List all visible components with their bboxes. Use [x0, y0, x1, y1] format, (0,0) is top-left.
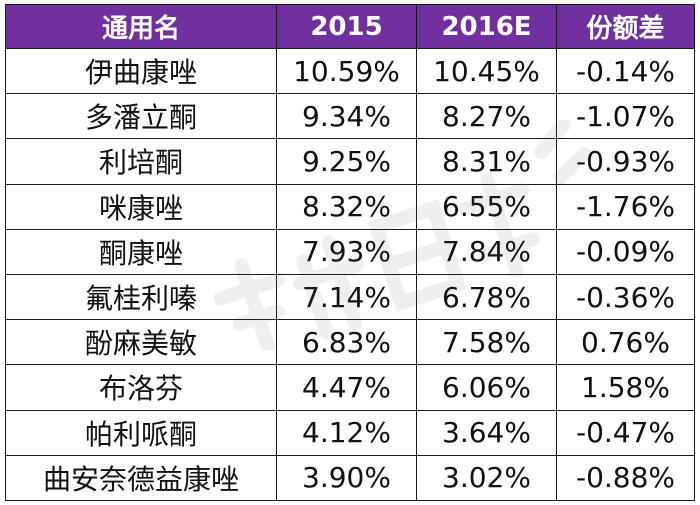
table-row: 帕利哌酮 4.12% 3.64% -0.47% [5, 409, 695, 456]
table-row: 曲安奈德益康唑 3.90% 3.02% -0.88% [5, 454, 695, 502]
cell-2016e: 3.02% [416, 454, 557, 502]
header-row: 通用名 2015 2016E 份额差 [5, 4, 695, 49]
market-share-table: 通用名 2015 2016E 份额差 伊曲康唑 10.59% 10.45% -0… [5, 4, 695, 502]
table-header: 通用名 2015 2016E 份额差 [5, 4, 695, 49]
cell-share-diff: -0.14% [556, 47, 695, 95]
cell-share-diff: -0.93% [556, 138, 695, 185]
cell-2016e: 7.84% [416, 228, 557, 275]
cell-2015: 8.32% [276, 183, 417, 230]
table-row: 布洛芬 4.47% 6.06% 1.58% [5, 364, 695, 411]
cell-2015: 4.12% [276, 409, 417, 456]
header-2016e: 2016E [416, 4, 557, 49]
cell-share-diff: 1.58% [556, 364, 695, 411]
cell-2016e: 8.27% [416, 93, 557, 140]
table-row: 伊曲康唑 10.59% 10.45% -0.14% [5, 47, 695, 95]
header-generic-name: 通用名 [5, 4, 277, 49]
cell-2016e: 6.06% [416, 364, 557, 411]
table-body: 伊曲康唑 10.59% 10.45% -0.14% 多潘立酮 9.34% 8.2… [5, 47, 695, 502]
cell-generic-name: 曲安奈德益康唑 [5, 454, 277, 502]
header-2015: 2015 [276, 4, 417, 49]
table-row: 氟桂利嗪 7.14% 6.78% -0.36% [5, 273, 695, 321]
cell-2015: 9.25% [276, 138, 417, 185]
cell-generic-name: 酚麻美敏 [5, 319, 277, 366]
cell-2016e: 6.78% [416, 273, 557, 321]
cell-generic-name: 伊曲康唑 [5, 47, 277, 95]
cell-generic-name: 酮康唑 [5, 228, 277, 275]
cell-2016e: 6.55% [416, 183, 557, 230]
cell-2016e: 3.64% [416, 409, 557, 456]
cell-generic-name: 多潘立酮 [5, 93, 277, 140]
cell-2015: 9.34% [276, 93, 417, 140]
cell-share-diff: -0.36% [556, 273, 695, 321]
cell-2015: 7.93% [276, 228, 417, 275]
cell-2015: 10.59% [276, 47, 417, 95]
table-row: 咪康唑 8.32% 6.55% -1.76% [5, 183, 695, 230]
cell-2016e: 8.31% [416, 138, 557, 185]
cell-2016e: 7.58% [416, 319, 557, 366]
cell-2016e: 10.45% [416, 47, 557, 95]
cell-generic-name: 咪康唑 [5, 183, 277, 230]
cell-share-diff: 0.76% [556, 319, 695, 366]
header-share-diff: 份额差 [556, 4, 695, 49]
cell-share-diff: -0.88% [556, 454, 695, 502]
cell-generic-name: 利培酮 [5, 138, 277, 185]
cell-generic-name: 帕利哌酮 [5, 409, 277, 456]
cell-2015: 6.83% [276, 319, 417, 366]
cell-share-diff: -1.76% [556, 183, 695, 230]
cell-generic-name: 布洛芬 [5, 364, 277, 411]
table-row: 利培酮 9.25% 8.31% -0.93% [5, 138, 695, 185]
cell-generic-name: 氟桂利嗪 [5, 273, 277, 321]
cell-2015: 7.14% [276, 273, 417, 321]
table-row: 酮康唑 7.93% 7.84% -0.09% [5, 228, 695, 275]
table-row: 多潘立酮 9.34% 8.27% -1.07% [5, 93, 695, 140]
table-row: 酚麻美敏 6.83% 7.58% 0.76% [5, 319, 695, 366]
cell-2015: 4.47% [276, 364, 417, 411]
cell-share-diff: -0.47% [556, 409, 695, 456]
cell-share-diff: -1.07% [556, 93, 695, 140]
cell-share-diff: -0.09% [556, 228, 695, 275]
market-share-table-container: 通用名 2015 2016E 份额差 伊曲康唑 10.59% 10.45% -0… [5, 4, 695, 502]
cell-2015: 3.90% [276, 454, 417, 502]
